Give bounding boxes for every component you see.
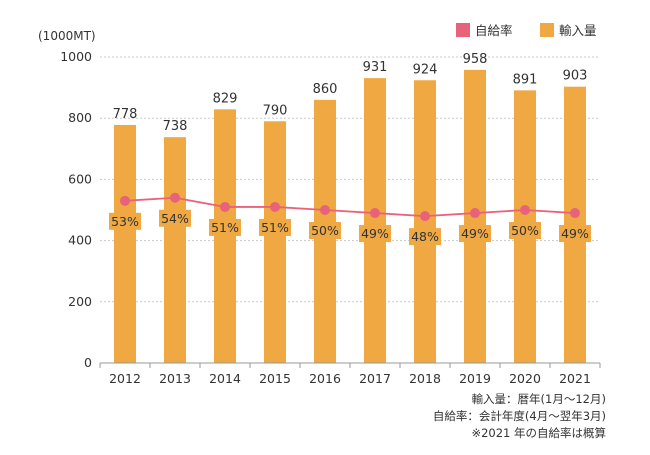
pct-label: 51%	[261, 220, 289, 235]
bar	[264, 121, 286, 363]
pct-label-bg	[209, 218, 241, 236]
line-point	[470, 208, 480, 219]
x-tick-label: 2018	[409, 371, 441, 386]
line-point	[420, 211, 430, 222]
bar-value-label: 958	[463, 52, 488, 67]
line-point	[570, 208, 580, 219]
note-self-sufficiency-period: 自給率：会計年度(4月〜翌年3月)	[432, 409, 606, 423]
y-tick-label: 400	[68, 233, 92, 248]
pct-label-bg	[359, 225, 391, 243]
pct-label: 49%	[561, 226, 589, 241]
line-point	[370, 208, 380, 219]
bar	[364, 78, 386, 363]
line-point	[170, 192, 180, 203]
line-point	[320, 205, 330, 215]
pct-label-bg	[309, 222, 341, 239]
pct-label: 54%	[161, 211, 189, 226]
y-tick-label: 0	[84, 355, 92, 370]
pct-label: 49%	[461, 226, 489, 241]
line-point	[120, 195, 130, 206]
x-tick-label: 2014	[209, 371, 241, 386]
self-sufficiency-line	[120, 192, 580, 222]
pct-label-bg	[509, 222, 541, 239]
pct-label-bg	[409, 228, 441, 246]
pct-label: 48%	[411, 229, 439, 244]
legend-swatch-import-volume	[540, 23, 554, 37]
bar	[414, 80, 436, 364]
x-tick-label: 2013	[159, 371, 191, 386]
pct-label: 51%	[211, 220, 239, 235]
x-tick-label: 2020	[509, 371, 541, 386]
y-tick-label: 800	[68, 110, 92, 125]
bar-value-label: 738	[163, 119, 188, 134]
line-point	[520, 205, 530, 215]
y-tick-label: 1000	[60, 49, 92, 64]
pct-label-bg	[109, 212, 141, 230]
self-sufficiency-labels: 53% 54% 51% 51% 50% 49% 48% 49% 50% 49%	[109, 209, 591, 246]
bar-value-labels: 778 738 829 790 860 931 924 958 891 903	[113, 52, 588, 134]
bar	[114, 124, 136, 363]
pct-label-bg	[559, 225, 591, 243]
bar	[164, 137, 186, 363]
bar-value-label: 891	[513, 72, 538, 87]
bar-value-label: 778	[113, 107, 138, 122]
bar-value-label: 931	[363, 60, 388, 75]
x-axis: 2012 2013 2014 2015 2016 2017 2018 2019 2020 2021	[99, 362, 601, 386]
line-point	[220, 201, 230, 212]
bar-value-label: 860	[313, 82, 338, 97]
pct-label-bg	[159, 209, 191, 227]
y-axis-unit-label: (1000MT)	[38, 29, 96, 43]
bar-value-label: 829	[213, 91, 238, 106]
bar	[214, 109, 236, 364]
pct-label: 50%	[311, 223, 339, 238]
legend: 自給率 輸入量	[456, 23, 597, 38]
pct-label: 53%	[111, 214, 139, 229]
x-tick-label: 2017	[359, 371, 391, 386]
y-tick-label: 600	[68, 171, 92, 186]
line-path	[124, 196, 576, 218]
pct-label: 49%	[361, 226, 389, 241]
bar-value-label: 903	[563, 69, 588, 84]
x-tick-label: 2021	[559, 371, 591, 386]
legend-swatch-self-sufficiency	[456, 23, 470, 37]
pct-label-bg	[459, 225, 491, 243]
pct-label-bg	[259, 218, 291, 236]
bar	[564, 86, 586, 363]
x-tick-label: 2016	[309, 371, 341, 386]
legend-label-import-volume: 輸入量	[559, 23, 597, 38]
bar-value-label: 790	[263, 103, 288, 118]
x-tick-label: 2015	[259, 371, 291, 386]
x-tick-label: 2012	[109, 371, 141, 386]
x-tick-label: 2019	[459, 371, 491, 386]
y-tick-label: 200	[68, 294, 92, 309]
bar-value-label: 924	[413, 62, 438, 77]
legend-label-self-sufficiency: 自給率	[475, 23, 513, 38]
y-axis-ticks: 0 200 400 600 800 1000	[60, 49, 92, 370]
line-point	[270, 201, 280, 212]
note-estimate: ※2021 年の自給率は概算	[471, 426, 606, 440]
note-import-period: 輸入量：暦年(1月〜12月)	[471, 392, 606, 406]
pct-label: 50%	[511, 223, 539, 238]
